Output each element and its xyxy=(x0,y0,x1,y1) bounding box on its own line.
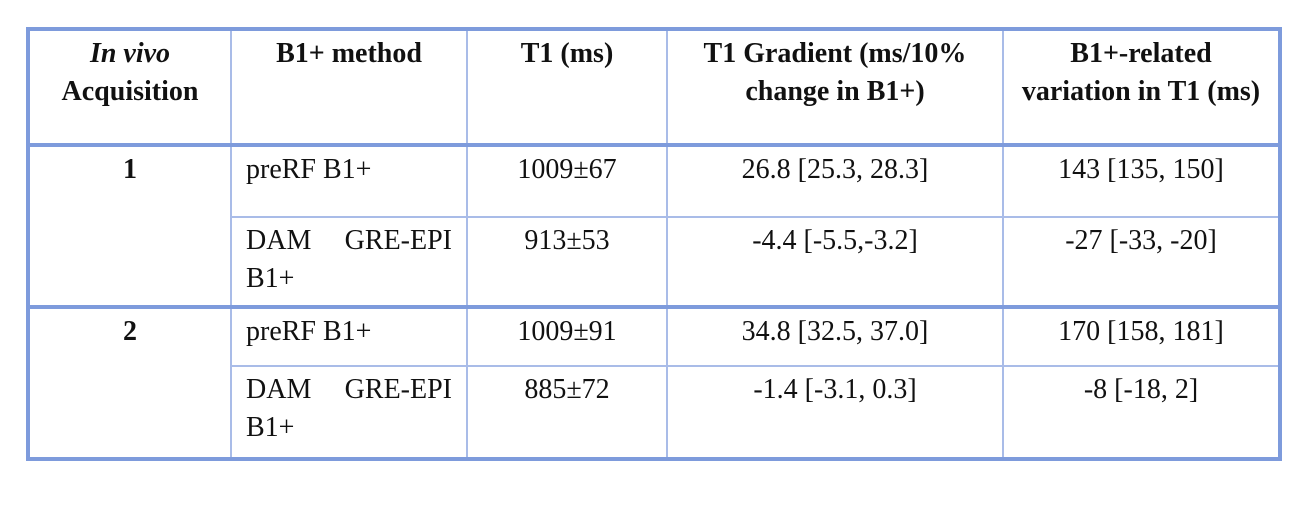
acquisition-cell: 1 xyxy=(27,143,232,308)
header-cell: T1 Gradient (ms/10% change in B1+) xyxy=(666,28,1004,147)
value-cell: 885±72 xyxy=(466,365,668,460)
method-cell: preRF B1+ xyxy=(230,143,468,218)
header-cell: In vivo Acquisition xyxy=(27,28,232,147)
method-cell: DAM GRE-EPI B1+ xyxy=(230,365,468,460)
table-row: 1 preRF B1+ 1009±67 26.8 [25.3, 28.3] 143 [1… xyxy=(27,143,1281,308)
value-cell: 170 [158, 181] xyxy=(1002,305,1281,367)
value-cell: 143 [135, 150] xyxy=(1002,143,1281,218)
method-cell: DAM GRE-EPI B1+ xyxy=(230,216,468,308)
value-cell: -27 [-33, -20] xyxy=(1002,216,1281,308)
value-cell: -4.4 [-5.5,-3.2] xyxy=(666,216,1004,308)
header-italic: In vivo xyxy=(89,38,171,69)
value-cell: 34.8 [32.5, 37.0] xyxy=(666,305,1004,367)
results-table: In vivo Acquisition B1+ method T1 (ms) T1… xyxy=(26,27,1282,461)
acquisition-cell: 2 xyxy=(27,305,232,460)
value-cell: 1009±91 xyxy=(466,305,668,367)
header-row: In vivo Acquisition B1+ method T1 (ms) T1… xyxy=(27,28,1281,147)
value-cell: -1.4 [-3.1, 0.3] xyxy=(666,365,1004,460)
table-body: 1 preRF B1+ 1009±67 26.8 [25.3, 28.3] 143 [1… xyxy=(27,143,1281,460)
table-row: DAM GRE-EPI B1+ 913±53 -4.4 [-5.5,-3.2] -27… xyxy=(28,216,1281,308)
table-row: 2 preRF B1+ 1009±91 34.8 [32.5, 37.0] 170 [1… xyxy=(27,305,1281,460)
header-cell: T1 (ms) xyxy=(466,28,668,147)
method-cell: preRF B1+ xyxy=(230,305,468,367)
value-cell: -8 [-18, 2] xyxy=(1002,365,1281,460)
header-cell: B1+ method xyxy=(230,28,468,147)
header-cell: B1+-related variation in T1 (ms) xyxy=(1002,28,1281,147)
value-cell: 1009±67 xyxy=(466,143,668,218)
table-row: DAM GRE-EPI B1+ 885±72 -1.4 [-3.1, 0.3] -8 … xyxy=(28,365,1281,460)
value-cell: 913±53 xyxy=(466,216,668,308)
header-text: Acquisition xyxy=(61,76,199,107)
value-cell: 26.8 [25.3, 28.3] xyxy=(666,143,1004,218)
